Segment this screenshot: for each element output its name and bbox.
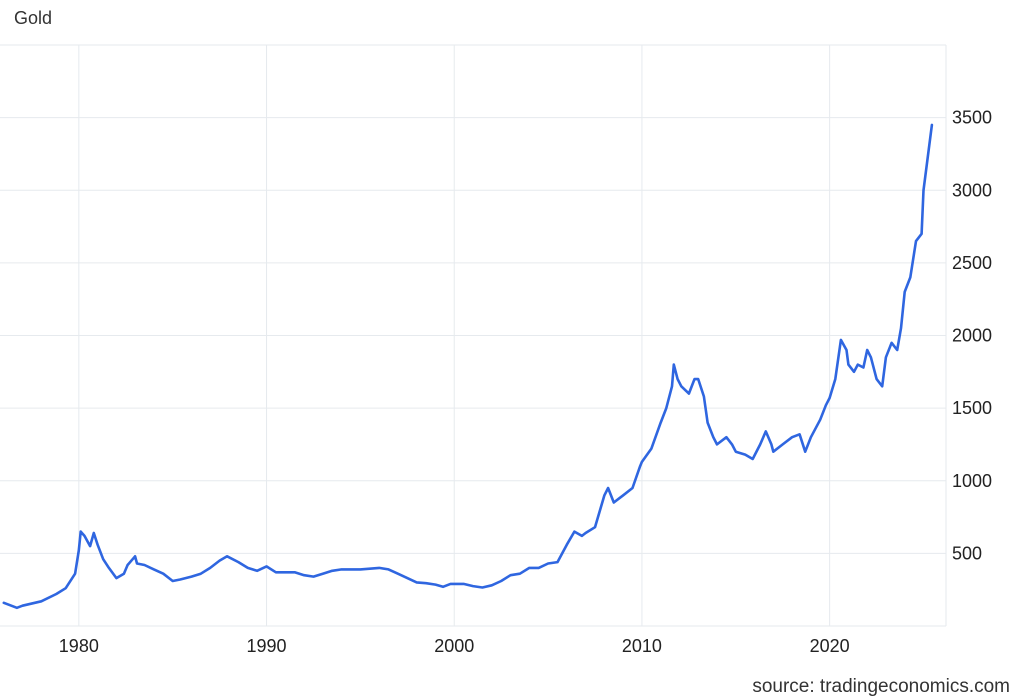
y-tick-label: 3500 — [952, 108, 992, 128]
tick-labels: 500 1000 1500 2000 2500 3000 3500 1980 1990 2000 2… — [59, 108, 992, 656]
x-tick-label: 2010 — [622, 636, 662, 656]
y-tick-label: 2000 — [952, 326, 992, 346]
x-tick-label: 2000 — [434, 636, 474, 656]
series-line-0 — [2, 123, 934, 610]
grid — [0, 44, 947, 627]
y-tick-label: 1000 — [952, 471, 992, 491]
y-tick-label: 3000 — [952, 180, 992, 200]
y-tick-label: 500 — [952, 543, 982, 563]
x-tick-label: 1990 — [247, 636, 287, 656]
chart-title: Gold — [14, 8, 53, 28]
x-tick-label: 1980 — [59, 636, 99, 656]
source-note: source: tradingeconomics.com — [752, 676, 1010, 697]
series-layer — [2, 123, 934, 610]
x-tick-label: 2020 — [810, 636, 850, 656]
y-tick-label: 2500 — [952, 253, 992, 273]
y-tick-label: 1500 — [952, 398, 992, 418]
